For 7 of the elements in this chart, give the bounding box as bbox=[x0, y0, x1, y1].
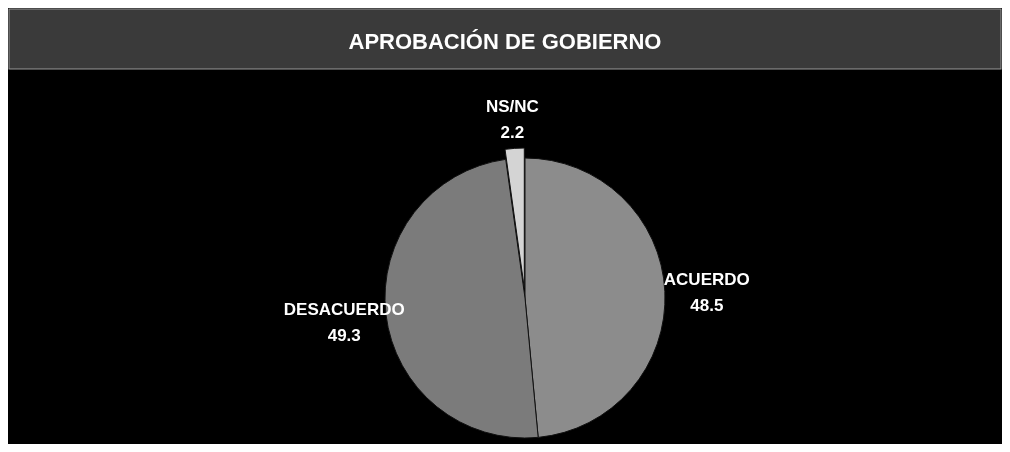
slice-label: DESACUERDO bbox=[283, 300, 405, 320]
data-label: 48.5 bbox=[690, 296, 724, 316]
data-label: 2.2 bbox=[500, 123, 525, 143]
chart-title: APROBACIÓN DE GOBIERNO bbox=[348, 29, 662, 54]
slice-label: NS/NC bbox=[485, 97, 539, 117]
slice-label: ACUERDO bbox=[663, 270, 750, 290]
data-label: 49.3 bbox=[327, 326, 361, 346]
